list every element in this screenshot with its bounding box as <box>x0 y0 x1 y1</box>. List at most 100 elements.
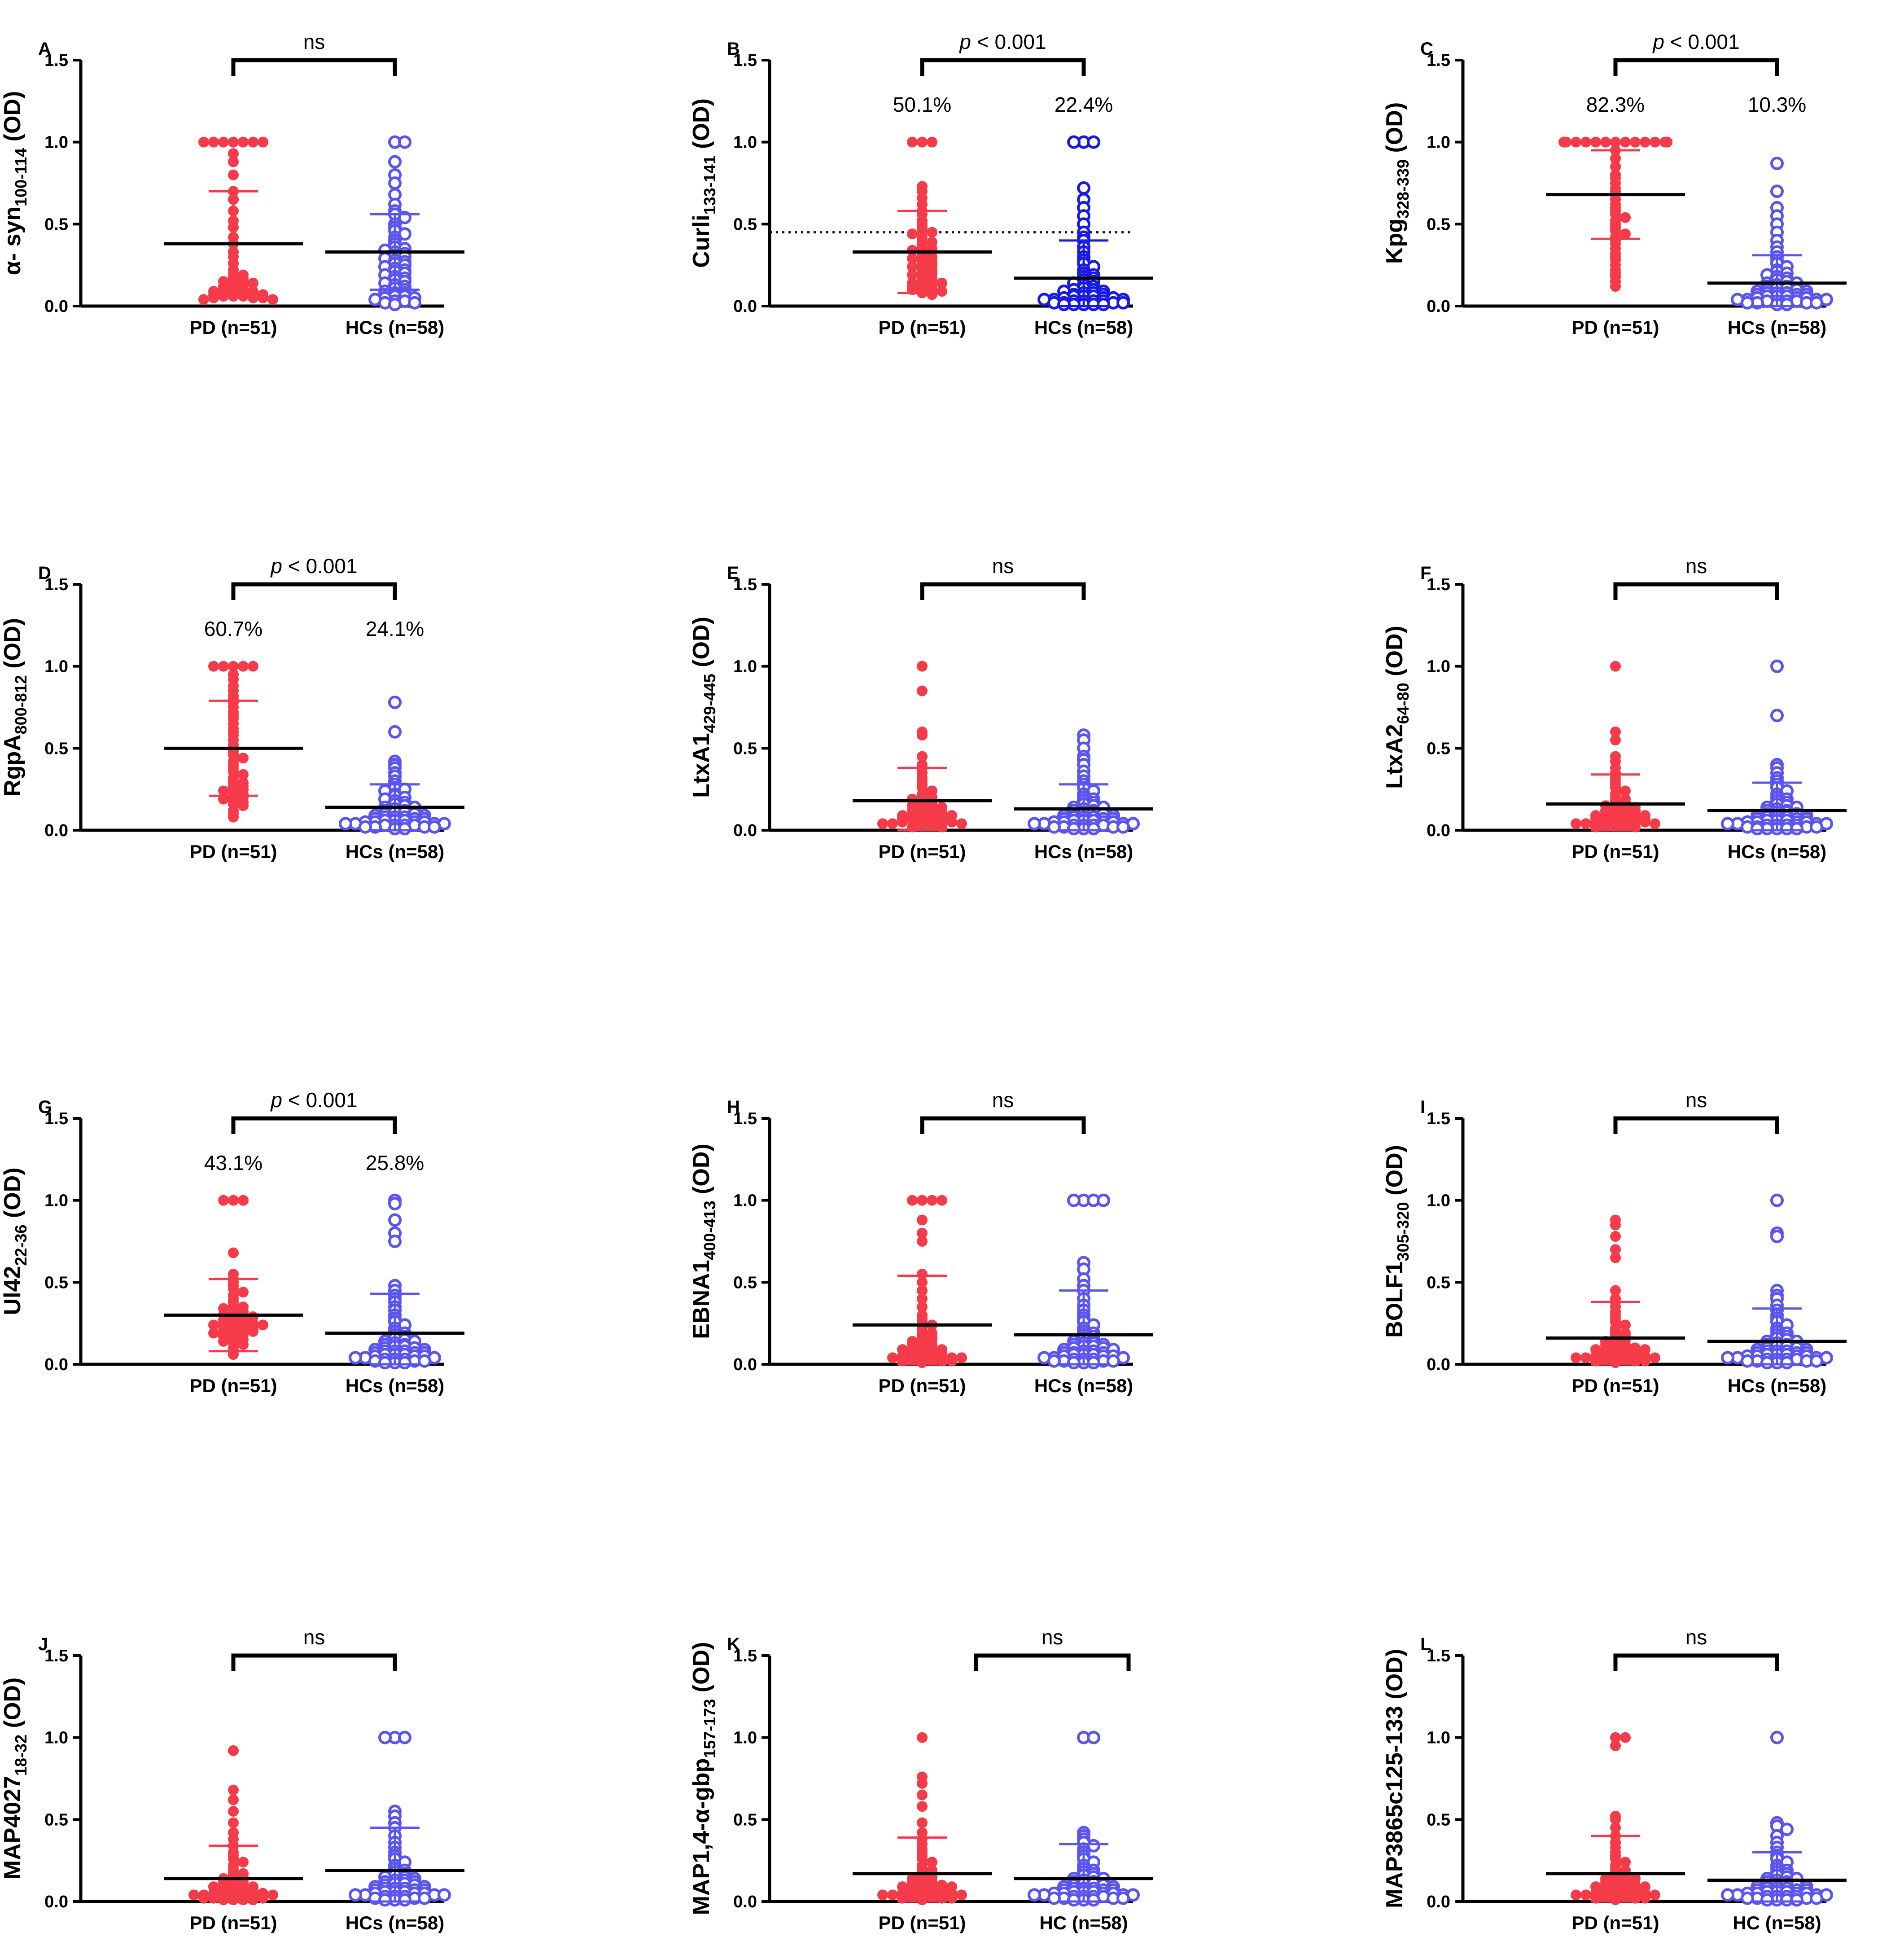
data-point-pd <box>208 136 219 148</box>
chart-panel-k: K 0.0 0.5 1.0 1.5 MAP1,4-α-gbp157-173 (OD) PD … <box>688 1625 1153 1933</box>
y-axis-title-suffix: (OD) <box>688 1143 714 1200</box>
data-point-pd <box>917 1789 928 1801</box>
y-axis-title-main: BOLF1 <box>1382 1261 1408 1337</box>
data-point-pd <box>927 1857 937 1868</box>
data-point-pd <box>238 136 249 148</box>
data-point-pd <box>228 1817 239 1828</box>
data-point-hc <box>1770 1731 1784 1744</box>
data-point-pd <box>917 1227 928 1239</box>
y-axis-title: LtxA1429-445 (OD) <box>688 617 719 798</box>
significance-value: ns <box>303 30 325 53</box>
data-point-pd <box>1620 1732 1631 1743</box>
data-point-hcs <box>1116 296 1130 310</box>
data-point-pd <box>228 661 239 672</box>
data-point-pd <box>927 1891 937 1902</box>
y-tick-label: 0.5 <box>1427 215 1450 234</box>
data-point-hcs <box>1087 1356 1100 1370</box>
data-point-pd <box>1620 820 1631 831</box>
data-point-pd <box>927 820 937 831</box>
y-tick-label: 0.5 <box>44 1810 68 1829</box>
data-point-pd <box>1558 136 1569 148</box>
y-tick-label: 1.5 <box>733 51 757 70</box>
x-category-label: HC (n=58) <box>1039 1912 1128 1933</box>
y-axis-title-main: MAP1,4-α-gbp <box>688 1758 714 1915</box>
data-point-hc <box>1087 1731 1100 1744</box>
chart-panel-f: F 0.0 0.5 1.0 1.5 LtxA264-80 (OD) PD (n=51) HCs… <box>1382 554 1847 862</box>
data-point-pd <box>258 1319 268 1331</box>
data-point-pd <box>1650 136 1660 148</box>
data-point-pd <box>218 1195 229 1206</box>
data-point-hcs <box>428 820 441 834</box>
data-point-pd <box>1610 1822 1621 1833</box>
y-tick-label: 0.0 <box>1427 297 1450 316</box>
data-point-hcs <box>1047 1354 1061 1368</box>
y-axis-title: EBNA1400-413 (OD) <box>688 1143 719 1339</box>
y-tick-label: 1.0 <box>1427 657 1450 676</box>
p-symbol: p <box>959 30 976 53</box>
data-point-pd <box>917 1214 928 1226</box>
chart-panel-a: A 0.0 0.5 1.0 1.5 α- syn100-114 (OD) PD (n=51)… <box>0 30 464 338</box>
data-point-pd <box>1620 1354 1631 1365</box>
data-point-hc <box>1087 1893 1100 1907</box>
data-point-hcs <box>388 1213 402 1227</box>
data-point-pd <box>1580 818 1591 829</box>
significance-bracket <box>920 582 1086 600</box>
significance-value: ns <box>303 1625 325 1649</box>
y-axis-title-main: Curli <box>688 215 714 267</box>
significance-value: ns <box>1042 1625 1064 1649</box>
data-point-pd <box>1620 228 1631 240</box>
y-tick-label: 0.5 <box>733 215 757 234</box>
data-point-pd <box>1610 1814 1621 1825</box>
chart-panel-c: C 0.0 0.5 1.0 1.5 Kpg328-339 (OD) PD (n=51) HCs… <box>1382 30 1847 338</box>
data-point-pd <box>917 1195 928 1206</box>
significance-bracket <box>974 1653 1131 1671</box>
data-point-pd <box>218 785 229 797</box>
y-tick-label: 1.5 <box>44 1109 68 1128</box>
data-point-pd <box>267 1889 278 1901</box>
data-point-pd <box>1640 816 1650 828</box>
x-category-label: PD (n=51) <box>879 841 966 862</box>
significance-value: < 0.001 <box>288 554 358 578</box>
data-point-hcs <box>388 298 402 311</box>
data-point-pd <box>228 1794 239 1805</box>
y-axis-title-suffix: (OD) <box>0 1678 26 1735</box>
chart-panel-g: G 0.0 0.5 1.0 1.5 Ul4222-36 (OD) PD (n=51) HCs … <box>0 1088 464 1396</box>
data-point-hcs <box>359 820 372 834</box>
panel-letter: A <box>38 39 51 59</box>
data-point-pd <box>218 1894 229 1906</box>
data-point-pd <box>1600 1891 1611 1902</box>
data-point-hcs <box>1751 822 1764 836</box>
panel-letter: H <box>727 1097 740 1117</box>
y-axis-title: RgpA800-812 (OD) <box>0 618 30 797</box>
data-point-pd <box>917 1732 928 1743</box>
y-axis-title-suffix: (OD) <box>688 1642 714 1699</box>
data-point-hcs <box>1057 298 1071 311</box>
significance-label: ns <box>1685 1088 1707 1112</box>
data-point-hcs <box>1067 1356 1081 1370</box>
data-point-hcs <box>388 176 402 190</box>
y-tick-label: 1.0 <box>733 1729 757 1748</box>
x-category-label: HCs (n=58) <box>1728 841 1827 862</box>
y-axis-title-main: MAP3865c125-133 <box>1382 1706 1408 1908</box>
data-point-pd <box>228 156 239 167</box>
data-point-pd <box>897 816 908 828</box>
y-axis-title-main: α- syn <box>0 206 26 275</box>
significance-label: p < 0.001 <box>1652 30 1739 53</box>
y-axis-title-subscript: 429-445 <box>700 674 719 733</box>
significance-label: p < 0.001 <box>270 1088 357 1112</box>
data-point-hcs <box>349 1351 362 1365</box>
significance-bracket <box>1613 582 1779 600</box>
panel-letter: C <box>1420 39 1433 59</box>
x-category-label: HCs (n=58) <box>1728 317 1827 338</box>
y-axis-title: LtxA264-80 (OD) <box>1382 626 1412 789</box>
data-point-pd <box>1610 1219 1621 1231</box>
data-point-hc <box>1067 1893 1081 1907</box>
data-point-pd <box>956 818 967 829</box>
data-point-pd <box>238 1894 249 1906</box>
significance-bracket <box>1613 58 1779 76</box>
data-point-hcs <box>1741 1354 1754 1368</box>
data-point-hc <box>1047 1891 1061 1905</box>
data-point-hcs <box>1721 817 1734 831</box>
data-point-pd <box>228 136 239 148</box>
data-point-pd <box>218 136 229 148</box>
